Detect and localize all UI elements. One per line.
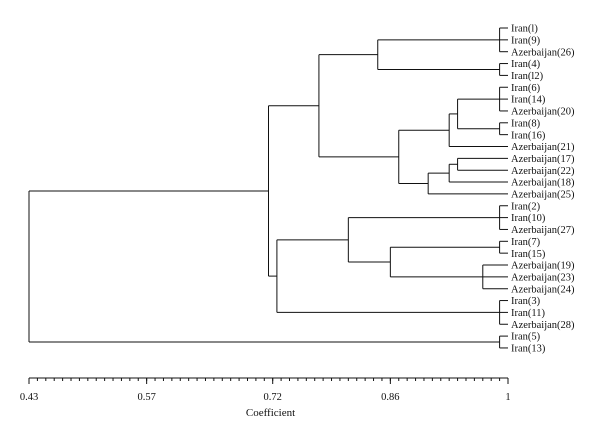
leaf-label: Azerbaijan(17) bbox=[511, 154, 575, 165]
leaf-label: Iran(l2) bbox=[511, 71, 544, 82]
leaf-label: Azerbaijan(18) bbox=[511, 178, 575, 189]
x-tick-label: 0.43 bbox=[20, 392, 38, 403]
leaf-label: Iran(5) bbox=[511, 332, 541, 343]
leaf-label: Azerbaijan(23) bbox=[511, 272, 575, 283]
leaf-label: Iran(7) bbox=[511, 237, 541, 248]
leaf-label: Iran(14) bbox=[511, 95, 546, 106]
leaf-label: Iran(l) bbox=[511, 24, 538, 35]
leaf-label: Iran(8) bbox=[511, 118, 541, 129]
leaf-label: Azerbaijan(20) bbox=[511, 107, 575, 118]
x-tick-label: 0.57 bbox=[137, 392, 155, 403]
leaf-label: Azerbaijan(28) bbox=[511, 320, 575, 331]
leaf-label: Iran(6) bbox=[511, 83, 541, 94]
x-tick-label: 0.86 bbox=[381, 392, 399, 403]
leaf-label: Azerbaijan(26) bbox=[511, 47, 575, 58]
leaf-label: Iran(11) bbox=[511, 308, 546, 319]
x-tick-label: 1 bbox=[505, 392, 510, 403]
x-axis-title: Coefficient bbox=[246, 407, 295, 419]
leaf-label: Iran(16) bbox=[511, 130, 546, 141]
leaf-label: Azerbaijan(22) bbox=[511, 166, 575, 177]
leaf-label: Iran(4) bbox=[511, 59, 541, 70]
x-tick-label: 0.72 bbox=[264, 392, 282, 403]
leaf-label: Azerbaijan(27) bbox=[511, 225, 575, 236]
leaf-label: Azerbaijan(25) bbox=[511, 190, 575, 201]
leaf-label: Azerbaijan(21) bbox=[511, 142, 575, 153]
leaf-label: Iran(2) bbox=[511, 201, 541, 212]
leaf-label: Azerbaijan(19) bbox=[511, 261, 575, 272]
leaf-label: Iran(13) bbox=[511, 344, 546, 355]
leaf-label: Iran(9) bbox=[511, 35, 541, 46]
leaf-label: Iran(3) bbox=[511, 296, 541, 307]
leaf-label: Iran(15) bbox=[511, 249, 546, 260]
leaf-label: Azerbaijan(24) bbox=[511, 284, 575, 295]
leaf-label: Iran(10) bbox=[511, 213, 546, 224]
